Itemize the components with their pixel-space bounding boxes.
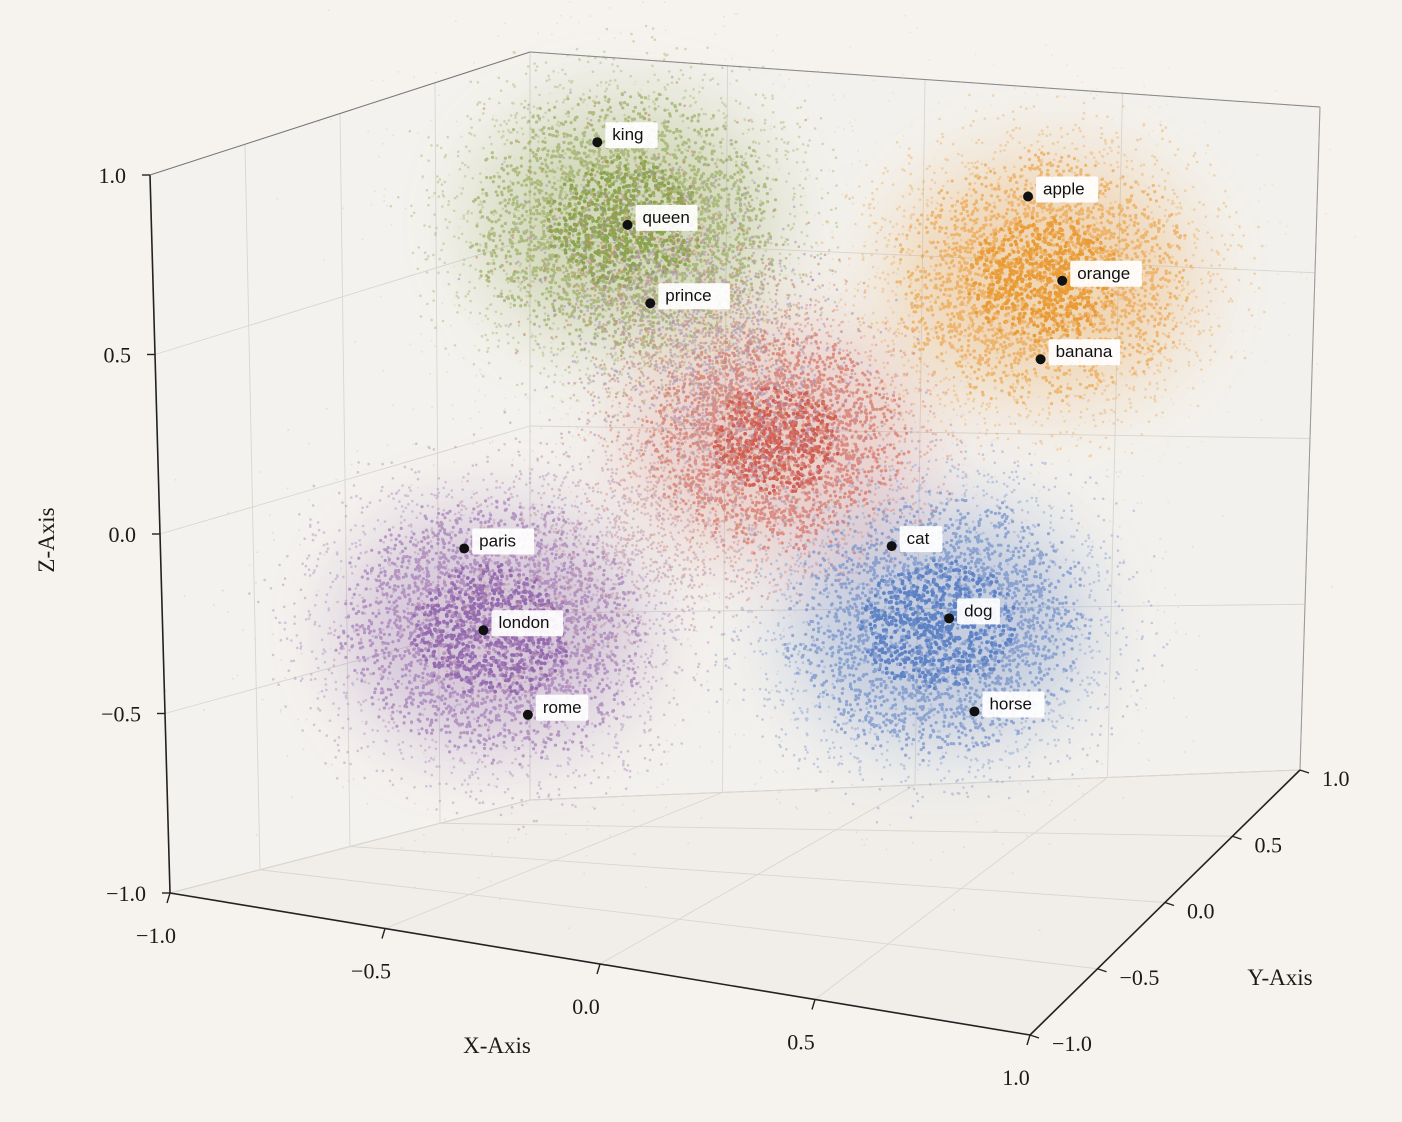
word-label-box xyxy=(1070,260,1142,287)
z-tick-label: 0.5 xyxy=(104,343,132,368)
y-tick-label: −0.5 xyxy=(1120,965,1160,990)
word-point-marker xyxy=(1035,354,1046,365)
cluster-points xyxy=(468,92,778,355)
word-label-box xyxy=(899,526,943,553)
z-axis-title: Z-Axis xyxy=(34,507,59,572)
word-label-box xyxy=(658,283,730,310)
x-tick-label: 1.0 xyxy=(1002,1065,1030,1090)
word-point-orange: orange xyxy=(1057,260,1142,287)
y-axis-title: Y-Axis xyxy=(1247,965,1312,990)
word-point-marker xyxy=(622,219,633,230)
word-point-banana: banana xyxy=(1035,339,1121,366)
word-label-box xyxy=(1036,176,1099,203)
y-tick-mark xyxy=(1232,835,1242,840)
word-point-marker xyxy=(459,543,470,554)
cluster-points xyxy=(577,279,968,603)
word-point-marker xyxy=(592,137,603,148)
word-point-horse: horse xyxy=(969,691,1045,718)
cluster-points xyxy=(859,558,1017,691)
word-label-text: paris xyxy=(479,531,516,550)
y-tick-mark xyxy=(1164,901,1175,907)
top-edge-left xyxy=(149,51,531,176)
word-label-box xyxy=(957,598,1000,625)
word-label-box xyxy=(491,610,564,637)
y-tick-label: 1.0 xyxy=(1322,766,1350,791)
word-label-text: banana xyxy=(1056,342,1113,361)
word-label-text: king xyxy=(612,125,643,144)
x-tick-mark xyxy=(596,963,601,975)
word-point-marker xyxy=(886,541,897,552)
x-tick-label: 0.5 xyxy=(787,1030,815,1055)
axis-ticks: −1.0 −1.0 −1.0 −0.5 −0.5 −0.5 0.0 0.0 0.0 0.5 0.5 0… xyxy=(99,163,1350,1090)
z-tick-label: −1.0 xyxy=(106,881,146,906)
word-point-dog: dog xyxy=(944,598,1000,625)
word-label-text: apple xyxy=(1043,180,1085,199)
word-label-box xyxy=(1048,339,1121,366)
y-tick-label: 0.0 xyxy=(1187,899,1215,924)
word-point-marker xyxy=(944,613,955,624)
word-point-prince: prince xyxy=(645,283,730,310)
word-label-text: dog xyxy=(964,601,992,620)
word-label-text: orange xyxy=(1077,264,1130,283)
word-label-box xyxy=(605,122,658,149)
word-label-box xyxy=(472,528,535,555)
x-tick-label: 0.0 xyxy=(572,994,600,1019)
top-edge-back xyxy=(529,51,1321,108)
cluster-points xyxy=(783,490,1093,763)
x-tick-mark xyxy=(1026,1034,1031,1046)
word-point-marker xyxy=(1023,191,1034,202)
word-label-box xyxy=(635,204,698,231)
word-point-paris: paris xyxy=(459,528,535,555)
x-tick-label: −1.0 xyxy=(136,923,176,948)
word-point-marker xyxy=(969,706,980,717)
cluster-points xyxy=(334,497,652,767)
z-tick-label: 1.0 xyxy=(99,163,127,188)
right-edge-back xyxy=(1299,106,1321,771)
y-tick-mark xyxy=(1299,769,1310,774)
word-point-cat: cat xyxy=(886,526,943,553)
word-point-king: king xyxy=(592,122,658,149)
x-tick-mark xyxy=(166,892,171,904)
word-point-queen: queen xyxy=(622,204,698,231)
cluster-points xyxy=(965,215,1119,344)
word-point-apple: apple xyxy=(1023,176,1099,203)
z-tick-label: −0.5 xyxy=(101,702,141,727)
y-tick-label: −1.0 xyxy=(1052,1031,1092,1056)
point-cloud xyxy=(164,0,1356,932)
cluster-points xyxy=(714,430,1169,824)
cluster-points xyxy=(894,149,1193,406)
x-tick-mark xyxy=(811,999,816,1010)
y-tick-mark xyxy=(1097,968,1107,973)
word-label-box xyxy=(982,691,1045,718)
word-label-text: london xyxy=(498,613,549,632)
word-point-marker xyxy=(522,709,533,720)
word-label-text: rome xyxy=(543,698,582,717)
word-point-marker xyxy=(1057,275,1068,286)
word-label-text: cat xyxy=(907,529,930,548)
word-label-text: horse xyxy=(989,694,1032,713)
x-axis-title: X-Axis xyxy=(463,1033,531,1058)
z-tick-label: 0.0 xyxy=(109,522,137,547)
word-point-marker xyxy=(478,625,489,636)
x-tick-mark xyxy=(381,928,386,939)
x-tick-label: −0.5 xyxy=(351,959,391,984)
word-point-london: london xyxy=(478,610,564,637)
word-point-marker xyxy=(645,298,656,309)
y-tick-mark xyxy=(1029,1034,1040,1039)
word-labels: king queen prince apple orange banana paris lon… xyxy=(459,122,1142,721)
y-tick-label: 0.5 xyxy=(1255,832,1283,857)
word-point-rome: rome xyxy=(522,694,589,721)
word-label-text: prince xyxy=(665,286,711,305)
word-label-text: queen xyxy=(643,208,690,227)
word-label-box xyxy=(535,694,589,721)
